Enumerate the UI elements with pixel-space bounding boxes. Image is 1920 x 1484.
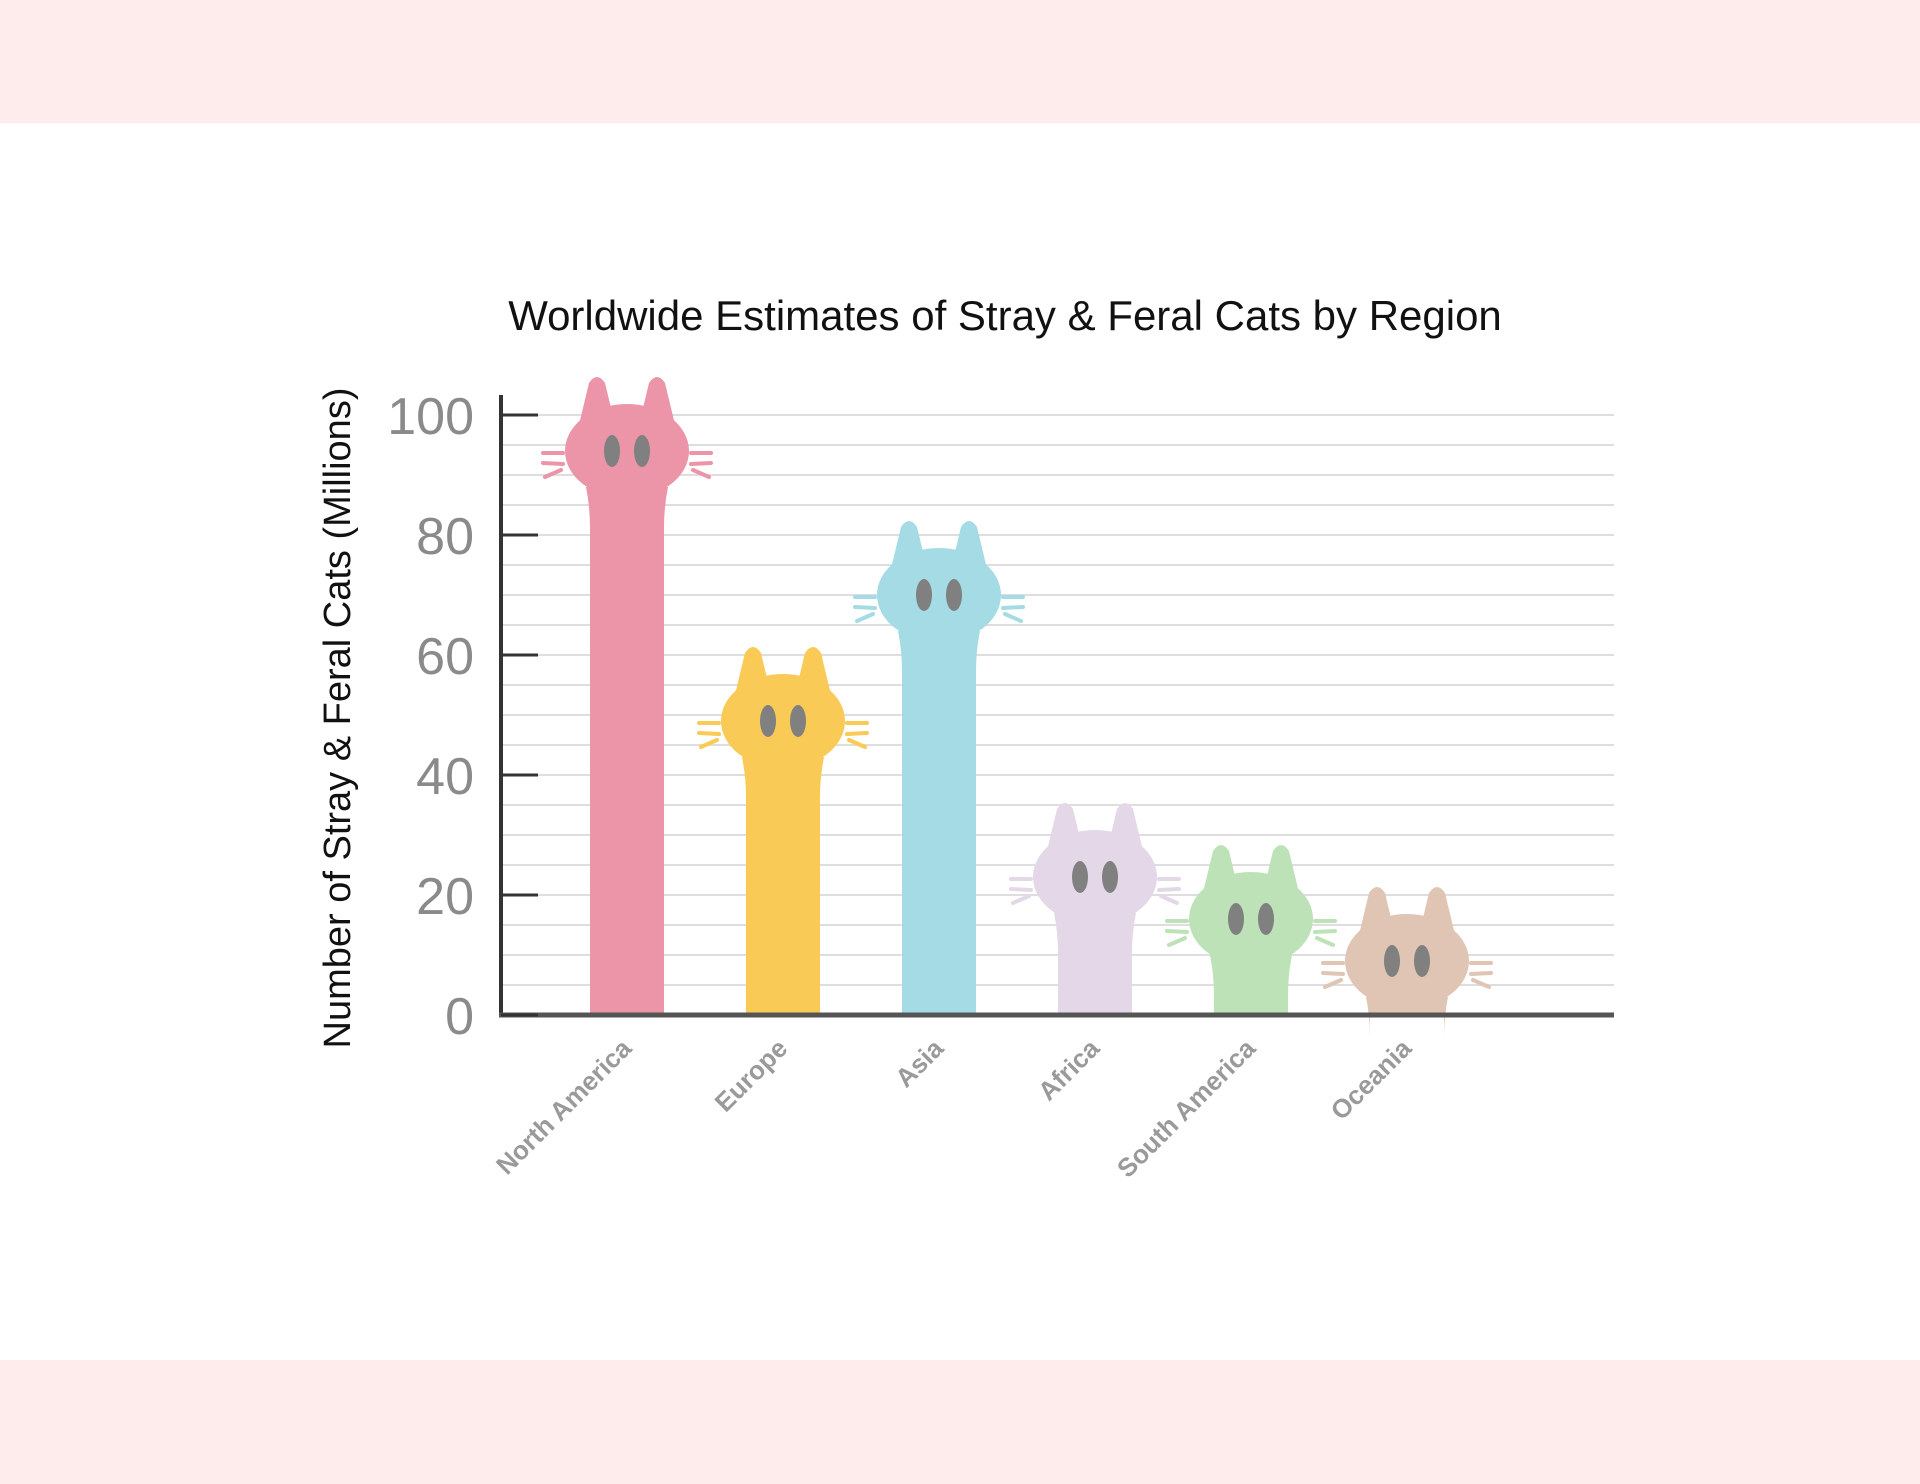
- cat-eye: [634, 435, 650, 467]
- bar-body: [898, 631, 980, 1015]
- bars: [541, 377, 1493, 1037]
- cat-eye: [916, 579, 932, 611]
- cat-whisker: [689, 461, 713, 466]
- cat-whisker: [691, 468, 711, 479]
- cat-whisker: [543, 468, 563, 479]
- bar: [1165, 845, 1337, 1015]
- cat-head: [877, 548, 1001, 642]
- cat-whisker: [541, 461, 565, 466]
- cat-whisker: [1157, 887, 1181, 892]
- cat-eye: [1072, 861, 1088, 893]
- cat-whisker: [1323, 978, 1343, 989]
- x-category-label: Oceania: [1324, 1033, 1417, 1126]
- cat-head: [721, 674, 845, 768]
- cat-whisker: [1001, 605, 1025, 610]
- cat-whisker: [699, 738, 719, 749]
- x-category-label: Africa: [1032, 1033, 1106, 1107]
- cat-head: [565, 404, 689, 498]
- bar-body: [1366, 997, 1448, 1037]
- cat-whisker: [855, 612, 875, 623]
- axes: [499, 395, 1614, 1018]
- cat-eye: [1258, 903, 1274, 935]
- cat-eye: [946, 579, 962, 611]
- cat-eye: [790, 705, 806, 737]
- y-tick-label: 0: [445, 988, 474, 1046]
- bar-body: [1210, 955, 1292, 1015]
- y-tick-label: 40: [416, 748, 474, 806]
- cat-whisker: [1315, 936, 1335, 947]
- cat-whisker: [1313, 929, 1337, 934]
- cat-whisker: [1167, 936, 1187, 947]
- cat-whisker: [1321, 971, 1345, 976]
- cat-head: [1033, 830, 1157, 924]
- x-category-label: Europe: [709, 1033, 794, 1118]
- y-ticks: 0 20 40 60 80 100: [387, 388, 538, 1046]
- x-category-label: North America: [490, 1033, 638, 1181]
- bar: [697, 647, 869, 1015]
- y-tick-label: 80: [416, 508, 474, 566]
- cat-whisker: [845, 731, 869, 736]
- bar: [1321, 887, 1493, 1037]
- cat-head: [1345, 914, 1469, 1008]
- x-category-label: South America: [1111, 1033, 1262, 1184]
- cat-eye: [1384, 945, 1400, 977]
- y-tick-label: 20: [416, 868, 474, 926]
- cat-eye: [760, 705, 776, 737]
- cat-eye: [1414, 945, 1430, 977]
- y-tick-label: 60: [416, 628, 474, 686]
- cat-whisker: [1471, 978, 1491, 989]
- cat-whisker: [1003, 612, 1023, 623]
- y-axis-title: Number of Stray & Feral Cats (Millions): [317, 388, 359, 1049]
- bar-body: [586, 487, 668, 1015]
- bottom-band: [0, 1360, 1920, 1484]
- cat-eye: [1102, 861, 1118, 893]
- cat-whisker: [697, 731, 721, 736]
- cat-whisker: [1469, 971, 1493, 976]
- bar-body: [742, 757, 824, 1015]
- cat-whisker: [1159, 894, 1179, 905]
- cat-eye: [1228, 903, 1244, 935]
- x-category-label: Asia: [889, 1033, 949, 1093]
- y-tick-label: 100: [387, 388, 474, 446]
- gridlines: [501, 414, 1614, 986]
- cat-whisker: [1165, 929, 1189, 934]
- bar-body: [1054, 913, 1136, 1015]
- x-labels: North America Europe Asia Africa South Ameri…: [490, 1033, 1418, 1184]
- cat-head: [1189, 872, 1313, 966]
- cat-whisker: [1011, 894, 1031, 905]
- cat-whisker: [853, 605, 877, 610]
- bar: [853, 521, 1025, 1015]
- chart-title: Worldwide Estimates of Stray & Feral Cat…: [508, 292, 1502, 339]
- cat-whisker: [847, 738, 867, 749]
- cat-eye: [604, 435, 620, 467]
- top-band: [0, 0, 1920, 123]
- bar: [541, 377, 713, 1015]
- cat-whisker: [1009, 887, 1033, 892]
- bar: [1009, 803, 1181, 1015]
